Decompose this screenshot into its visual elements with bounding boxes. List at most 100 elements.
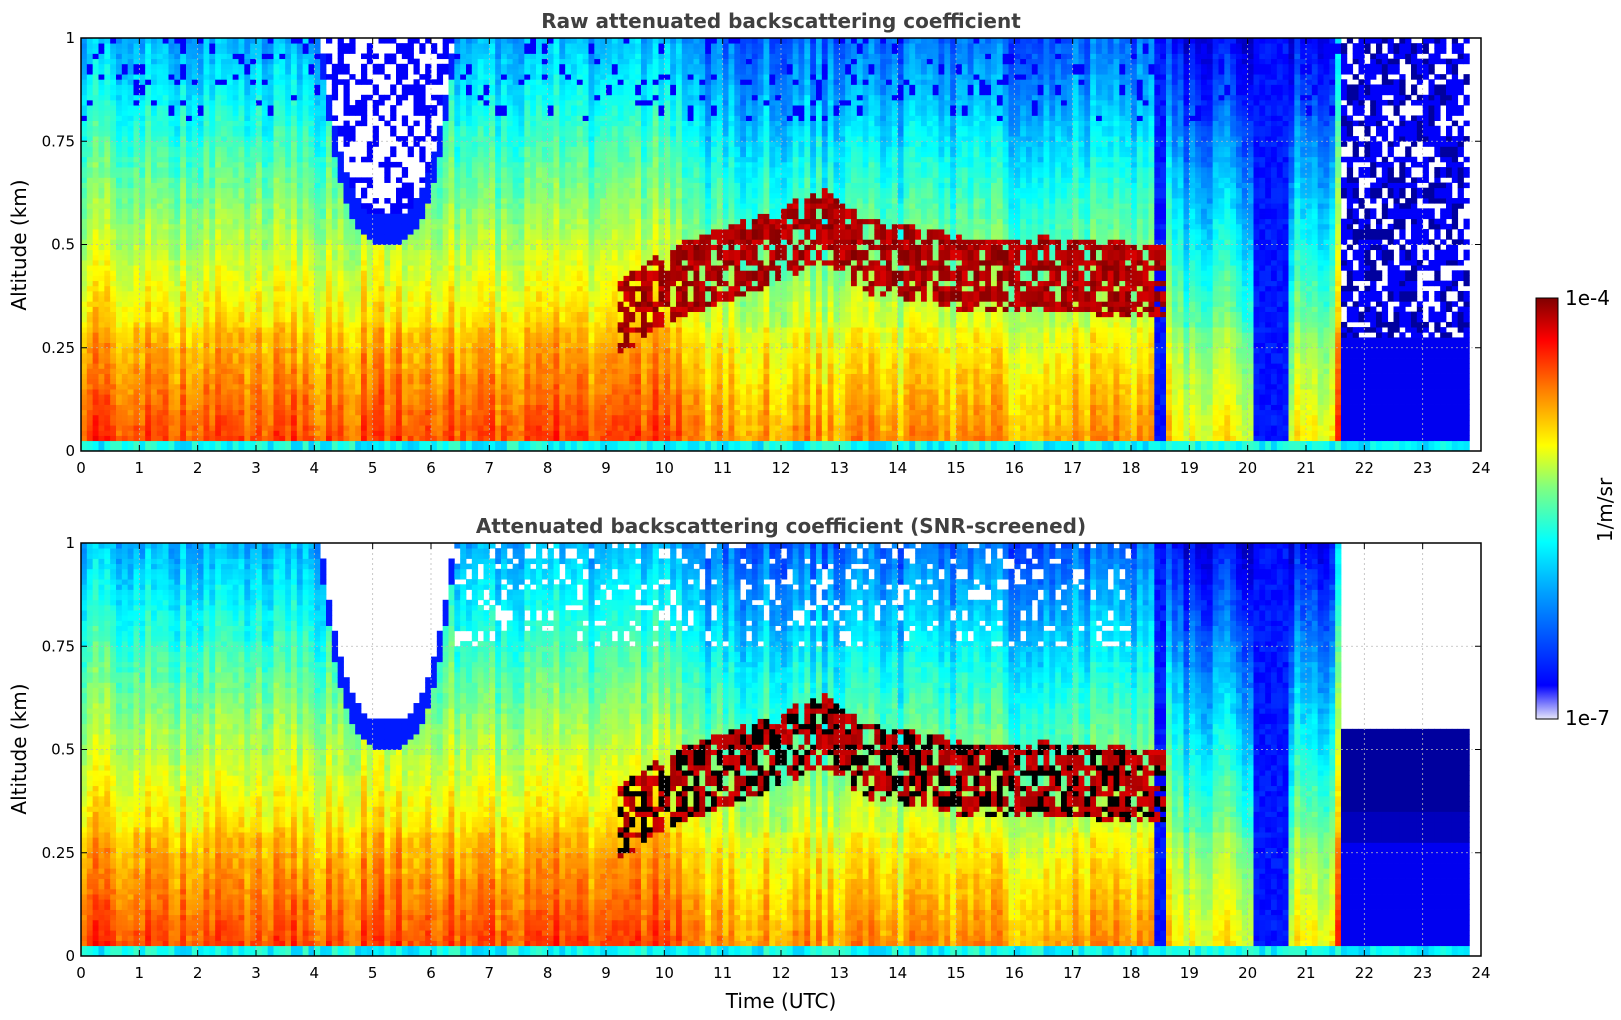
heatmap-cell [372, 311, 379, 318]
heatmap-cell [326, 177, 333, 183]
heatmap-cell [279, 389, 286, 395]
heatmap-cell [390, 321, 397, 328]
heatmap-cell [390, 383, 397, 390]
heatmap-cell [127, 172, 134, 178]
heatmap-cell [244, 306, 251, 313]
heatmap-cell [238, 136, 245, 142]
heatmap-cell [372, 275, 379, 282]
heatmap-cell [273, 146, 280, 152]
heatmap-cell [384, 420, 391, 426]
heatmap-cell [407, 394, 414, 400]
heatmap-cell [186, 373, 193, 380]
heatmap-cell [121, 363, 129, 369]
heatmap-cell [285, 167, 292, 173]
heatmap-cell [168, 316, 175, 323]
heatmap-cell [168, 347, 175, 354]
heatmap-cell [145, 223, 152, 230]
heatmap-cell [226, 234, 234, 240]
heatmap-cell [191, 321, 199, 328]
heatmap-cell [401, 136, 409, 142]
heatmap-cell [291, 352, 298, 359]
heatmap-cell [116, 38, 123, 44]
heatmap-cell [285, 234, 292, 240]
heatmap-cell [454, 130, 461, 137]
heatmap-cell [296, 53, 304, 60]
heatmap-cell [145, 53, 152, 60]
heatmap-cell [244, 156, 251, 163]
heatmap-cell [250, 347, 257, 354]
heatmap-cell [110, 115, 117, 121]
heatmap-cell [442, 125, 449, 132]
heatmap-cell [460, 203, 467, 209]
heatmap-cell [279, 192, 286, 199]
heatmap-cell [209, 94, 216, 101]
heatmap-cell [431, 280, 438, 287]
heatmap-cell [285, 99, 292, 106]
heatmap-cell [110, 203, 117, 209]
heatmap-cell [104, 404, 111, 411]
heatmap-cell [250, 84, 257, 91]
heatmap-cell [401, 414, 409, 421]
heatmap-cell [413, 208, 420, 214]
heatmap-cell [81, 337, 88, 343]
heatmap-cell [168, 234, 175, 240]
heatmap-cell [168, 172, 175, 178]
heatmap-cell [98, 229, 105, 235]
heatmap-cell [401, 275, 409, 282]
heatmap-cell [221, 389, 228, 395]
heatmap-cell [361, 192, 368, 199]
heatmap-cell [197, 58, 204, 65]
heatmap-cell [215, 229, 222, 235]
heatmap-cell [238, 290, 245, 297]
heatmap-cell [425, 373, 432, 380]
heatmap-cell [366, 368, 374, 374]
heatmap-cell [121, 198, 129, 204]
heatmap-cell [250, 311, 257, 318]
heatmap-cell [326, 327, 333, 333]
heatmap-cell [279, 234, 286, 240]
heatmap-cell [308, 306, 315, 313]
heatmap-cell [390, 394, 397, 400]
heatmap-cell [244, 146, 251, 152]
heatmap-cell [442, 254, 449, 261]
heatmap-cell [127, 223, 134, 230]
heatmap-cell [285, 425, 292, 431]
heatmap-cell [121, 254, 129, 261]
heatmap-cell [460, 270, 467, 276]
heatmap-cell [331, 404, 339, 411]
heatmap-cell [250, 99, 257, 106]
heatmap-cell [127, 378, 134, 385]
heatmap-cell [151, 425, 158, 431]
heatmap-cell [209, 306, 216, 313]
heatmap-cell [273, 290, 280, 297]
heatmap-cell [244, 84, 251, 91]
heatmap-cell [133, 306, 140, 313]
heatmap-cell [396, 136, 403, 142]
heatmap-cell [442, 151, 449, 158]
heatmap-cell [355, 239, 362, 245]
heatmap-cell [460, 120, 467, 127]
heatmap-cell [197, 249, 204, 256]
heatmap-cell [151, 130, 158, 137]
heatmap-cell [151, 311, 158, 318]
heatmap-cell [261, 420, 269, 426]
heatmap-cell [296, 58, 304, 65]
heatmap-cell [331, 399, 339, 405]
heatmap-cell [151, 285, 158, 292]
heatmap-cell [104, 120, 111, 127]
heatmap-cell [104, 316, 111, 323]
heatmap-cell [343, 373, 350, 380]
heatmap-cell [267, 275, 274, 282]
heatmap-cell [250, 280, 257, 287]
heatmap-cell [407, 43, 414, 49]
heatmap-cell [291, 234, 298, 240]
heatmap-cell [454, 352, 461, 359]
heatmap-cell [291, 239, 298, 245]
heatmap-cell [302, 105, 309, 111]
heatmap-cell [413, 239, 420, 245]
heatmap-cell [296, 347, 304, 354]
heatmap-cell [250, 130, 257, 137]
heatmap-cell [215, 167, 222, 173]
heatmap-cell [133, 296, 140, 302]
heatmap-cell [127, 409, 134, 416]
